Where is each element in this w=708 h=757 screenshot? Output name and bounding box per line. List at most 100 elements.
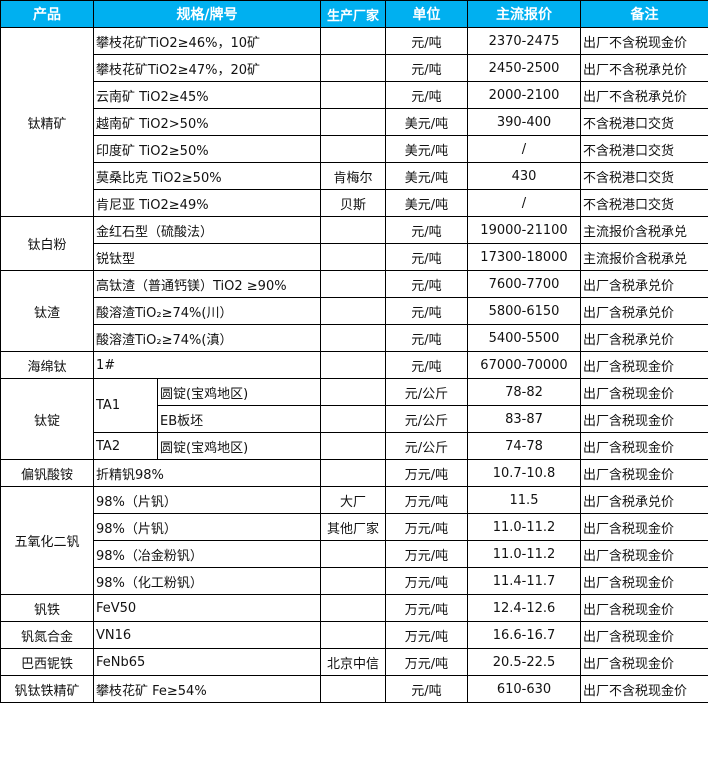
producer-cell — [320, 621, 386, 649]
unit-cell: 元/公斤 — [385, 432, 468, 460]
product-cell: 海绵钛 — [0, 351, 94, 379]
price-cell: 2370-2475 — [467, 27, 581, 55]
table-row: 钛白粉 金红石型（硫酸法） 元/吨 19000-21100 主流报价含税承兑 — [0, 216, 708, 271]
producer-cell — [320, 54, 386, 82]
spec-cell: FeV50 — [93, 594, 321, 622]
table-row: 98%（片钒） 其他厂家 万元/吨 11.0-11.2 出厂含税现金价 — [1, 513, 708, 541]
product-cell: 巴西铌铁 — [0, 648, 94, 676]
note-cell: 出厂不含税承兑价 — [580, 54, 708, 82]
price-cell: 12.4-12.6 — [467, 594, 581, 622]
note-cell: 不含税港口交货 — [580, 189, 708, 217]
unit-cell: 万元/吨 — [385, 567, 468, 595]
price-cell: 11.0-11.2 — [467, 540, 581, 568]
price-cell: 19000-21100 — [467, 216, 581, 244]
producer-cell — [320, 297, 386, 325]
grade-cell: TA2 — [93, 432, 158, 460]
note-cell: 不含税港口交货 — [580, 162, 708, 190]
header-product: 产品 — [0, 0, 94, 28]
price-cell: 11.0-11.2 — [467, 513, 581, 541]
price-cell: 7600-7700 — [467, 270, 581, 298]
unit-cell: 元/公斤 — [385, 378, 468, 406]
unit-cell: 美元/吨 — [385, 189, 468, 217]
spec-cell: 98%（化工粉钒） — [93, 567, 321, 595]
table-row: 印度矿 TiO2≥50% 美元/吨 / 不含税港口交货 — [1, 135, 708, 163]
table-row: 钛渣 高钛渣（普通钙镁）TiO2 ≥90% 元/吨 7600-7700 出厂含税承兑价 — [0, 270, 708, 352]
spec-cell: EB板坯 — [157, 405, 321, 433]
unit-cell: 元/吨 — [385, 27, 468, 55]
unit-cell: 元/吨 — [385, 324, 468, 352]
spec-cell: 攀枝花矿 Fe≥54% — [93, 675, 321, 703]
note-cell: 出厂含税现金价 — [580, 405, 708, 433]
price-cell: 78-82 — [467, 378, 581, 406]
unit-cell: 元/吨 — [385, 54, 468, 82]
producer-cell: 其他厂家 — [320, 513, 386, 541]
unit-cell: 元/吨 — [385, 297, 468, 325]
table-row: 莫桑比克 TiO2≥50% 肯梅尔 美元/吨 430 不含税港口交货 — [1, 162, 708, 190]
spec-cell: VN16 — [93, 621, 321, 649]
unit-cell: 万元/吨 — [385, 540, 468, 568]
grade-cell: TA1 — [93, 378, 158, 433]
price-cell: 5800-6150 — [467, 297, 581, 325]
unit-cell: 元/吨 — [385, 351, 468, 379]
producer-cell — [320, 378, 386, 406]
table-row: 五氧化二钒 98%（片钒） 大厂 万元/吨 11.5 出厂含税承兑价 — [0, 486, 708, 595]
spec-cell: 圆锭(宝鸡地区) — [157, 432, 321, 460]
note-cell: 不含税港口交货 — [580, 135, 708, 163]
table-row: 云南矿 TiO2≥45% 元/吨 2000-2100 出厂不含税承兑价 — [1, 81, 708, 109]
unit-cell: 美元/吨 — [385, 162, 468, 190]
spec-cell: 攀枝花矿TiO2≥46%，10矿 — [93, 27, 321, 55]
table-row: 98%（冶金粉钒） 万元/吨 11.0-11.2 出厂含税现金价 — [1, 540, 708, 568]
product-cell: 钛渣 — [0, 270, 94, 352]
producer-cell — [320, 81, 386, 109]
producer-cell — [320, 216, 386, 244]
note-cell: 不含税港口交货 — [580, 108, 708, 136]
table-row: TA2 圆锭(宝鸡地区) 元/公斤 74-78 出厂含税现金价 — [1, 432, 708, 460]
unit-cell: 万元/吨 — [385, 621, 468, 649]
producer-cell: 贝斯 — [320, 189, 386, 217]
table-row: 酸溶渣TiO₂≥74%(滇） 元/吨 5400-5500 出厂含税承兑价 — [1, 324, 708, 352]
note-cell: 出厂含税现金价 — [580, 648, 708, 676]
note-cell: 出厂含税现金价 — [580, 351, 708, 379]
producer-cell — [320, 459, 386, 487]
spec-cell: 莫桑比克 TiO2≥50% — [93, 162, 321, 190]
unit-cell: 元/吨 — [385, 270, 468, 298]
product-cell: 钛锭 — [0, 378, 94, 460]
unit-cell: 元/吨 — [385, 243, 468, 271]
spec-cell: 1# — [93, 351, 321, 379]
producer-cell — [320, 243, 386, 271]
price-cell: 11.4-11.7 — [467, 567, 581, 595]
table-row: 钒氮合金 VN16 万元/吨 16.6-16.7 出厂含税现金价 — [0, 621, 708, 649]
note-cell: 出厂含税现金价 — [580, 621, 708, 649]
unit-cell: 美元/吨 — [385, 135, 468, 163]
price-table: 产品 规格/牌号 生产厂家 单位 主流报价 备注 钛精矿 攀枝花矿TiO2≥46%… — [0, 0, 708, 703]
table-row: 攀枝花矿TiO2≥47%，20矿 元/吨 2450-2500 出厂不含税承兑价 — [1, 54, 708, 82]
product-cell: 钒铁 — [0, 594, 94, 622]
note-cell: 出厂不含税承兑价 — [580, 81, 708, 109]
header-row: 产品 规格/牌号 生产厂家 单位 主流报价 备注 — [0, 0, 708, 28]
note-cell: 出厂含税现金价 — [580, 432, 708, 460]
producer-cell — [320, 432, 386, 460]
spec-cell: 攀枝花矿TiO2≥47%，20矿 — [93, 54, 321, 82]
producer-cell — [320, 675, 386, 703]
unit-cell: 万元/吨 — [385, 594, 468, 622]
producer-cell — [320, 27, 386, 55]
producer-cell — [320, 108, 386, 136]
unit-cell: 元/吨 — [385, 81, 468, 109]
table-row: 钒铁 FeV50 万元/吨 12.4-12.6 出厂含税现金价 — [0, 594, 708, 622]
price-cell: 10.7-10.8 — [467, 459, 581, 487]
producer-cell: 肯梅尔 — [320, 162, 386, 190]
unit-cell: 万元/吨 — [385, 513, 468, 541]
note-cell: 出厂含税承兑价 — [580, 270, 708, 298]
producer-cell — [320, 351, 386, 379]
price-cell: 20.5-22.5 — [467, 648, 581, 676]
note-cell: 主流报价含税承兑 — [580, 216, 708, 244]
note-cell: 出厂含税现金价 — [580, 459, 708, 487]
note-cell: 出厂含税现金价 — [580, 378, 708, 406]
product-cell: 五氧化二钒 — [0, 486, 94, 595]
spec-cell: 98%（片钒） — [93, 513, 321, 541]
table-row: 巴西铌铁 FeNb65 北京中信 万元/吨 20.5-22.5 出厂含税现金价 — [0, 648, 708, 676]
producer-cell — [320, 540, 386, 568]
producer-cell: 北京中信 — [320, 648, 386, 676]
note-cell: 出厂含税承兑价 — [580, 297, 708, 325]
price-cell: / — [467, 189, 581, 217]
